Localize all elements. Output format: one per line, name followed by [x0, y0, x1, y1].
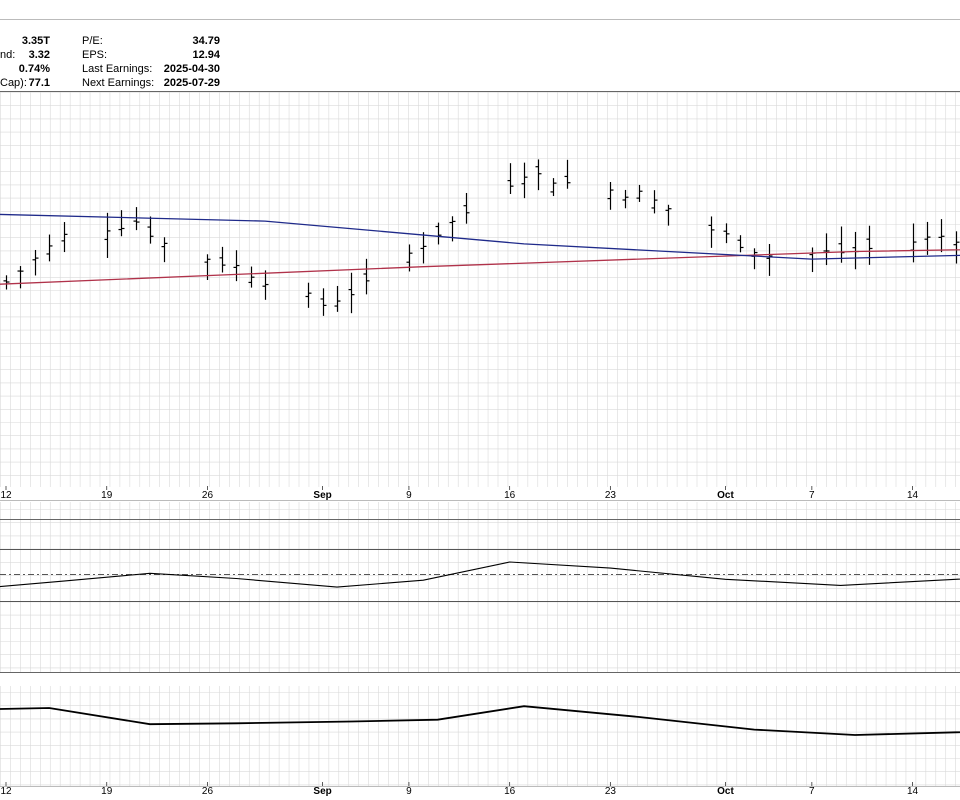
stat-label: P/E: [82, 35, 103, 47]
indicator-1-line [0, 561, 960, 588]
price-bar [320, 288, 327, 316]
grid-lines [0, 92, 960, 786]
price-bar [248, 266, 255, 288]
date-axis-label: 26 [202, 490, 214, 501]
date-axis-label: 14 [907, 786, 919, 797]
price-bar [363, 258, 370, 295]
indicator-2-panel [0, 705, 960, 736]
date-axis-label: 9 [406, 786, 412, 797]
price-bar [708, 216, 715, 248]
stat-value: 12.94 [192, 49, 220, 61]
price-bar [61, 222, 68, 253]
date-axis-label: 16 [504, 786, 516, 797]
price-bar [219, 246, 226, 273]
stat-value: 2025-07-29 [163, 77, 220, 89]
moving-average-long-line [0, 249, 960, 285]
price-bar [953, 231, 960, 264]
price-bar [507, 163, 514, 194]
date-axis-label: 14 [907, 490, 919, 501]
price-bar [348, 272, 355, 314]
price-bar [622, 189, 629, 209]
stat-value: 34.79 [192, 35, 220, 47]
price-bar [118, 210, 125, 237]
price-bar [564, 159, 571, 189]
date-axis-label: 26 [202, 786, 214, 797]
stat-value: 3.35T [21, 35, 50, 47]
date-axis-label: 16 [504, 490, 516, 501]
date-axis-label: 23 [605, 490, 617, 501]
date-axis-label: 7 [809, 786, 815, 797]
price-bar [938, 219, 945, 253]
price-bar [3, 275, 10, 290]
price-bar [838, 226, 845, 263]
price-bar [737, 235, 744, 253]
date-axis-label: Sep [313, 490, 331, 501]
date-axis-label: 12 [0, 786, 12, 797]
price-bar [262, 270, 269, 300]
stats-header: 3.35T nd: 3.32 0.74% Cap): 77.1 P/E: 34.… [0, 0, 960, 92]
date-axis-label: Sep [313, 786, 331, 797]
price-bar [46, 234, 53, 262]
price-bar [463, 192, 470, 224]
price-bar [147, 216, 154, 244]
price-bar [420, 232, 427, 264]
date-axis-label: 12 [0, 490, 12, 501]
price-bar [161, 237, 168, 263]
moving-average-short-line [0, 213, 960, 260]
price-bar [723, 223, 730, 244]
price-bar [521, 162, 528, 199]
stat-label: Last Earnings: [82, 63, 153, 75]
stat-value: 0.74% [18, 63, 50, 75]
stat-value: 77.1 [28, 77, 50, 89]
price-bar [104, 212, 111, 258]
price-bar [17, 266, 24, 289]
price-bars [3, 159, 960, 316]
price-bar [665, 204, 672, 226]
price-bar [766, 244, 773, 276]
price-bar [133, 207, 140, 231]
price-bar [305, 282, 312, 308]
date-axis-label: 9 [406, 490, 412, 501]
stat-label: EPS: [82, 49, 108, 61]
date-axis-label: 19 [101, 786, 113, 797]
stat-value: 2025-04-30 [163, 63, 220, 75]
stat-label: nd: [0, 49, 16, 61]
date-axis-label: 23 [605, 786, 617, 797]
price-bar [823, 233, 830, 266]
price-bar [550, 178, 557, 197]
price-bar [607, 182, 614, 210]
date-axis-label: Oct [717, 490, 734, 501]
moving-averages [0, 213, 960, 285]
stat-label: Next Earnings: [82, 77, 155, 89]
date-axis-label: Oct [717, 786, 734, 797]
price-bar [32, 249, 39, 276]
indicator-1-panel [0, 549, 960, 602]
date-axis-label: 7 [809, 490, 815, 501]
indicator-2-line [0, 705, 960, 736]
price-bar [435, 222, 442, 245]
price-bar [651, 190, 658, 214]
stat-value: 3.32 [28, 49, 50, 61]
price-bar [636, 184, 643, 202]
price-bar [535, 159, 542, 191]
price-bar [334, 285, 341, 312]
date-axis: 12 19 26 Sep 9 16 23 Oct 7 14 12 19 26 Sep 9 16 23 Oct 7 14 [0, 486, 919, 797]
stat-label: Cap): [0, 77, 27, 89]
date-axis-label: 19 [101, 490, 113, 501]
price-bar [924, 221, 931, 255]
price-bar [866, 225, 873, 265]
price-bar [233, 250, 240, 282]
panel-frames [0, 91, 960, 787]
